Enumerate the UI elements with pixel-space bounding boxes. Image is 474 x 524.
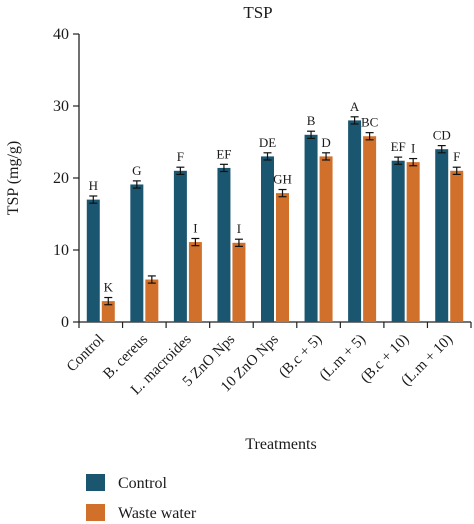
legend-swatch (86, 474, 105, 491)
significance-letter: EF (391, 139, 406, 154)
significance-letter: CD (433, 128, 451, 143)
bar-control (130, 184, 144, 322)
significance-letter: BC (361, 115, 378, 130)
significance-letter: F (453, 149, 460, 164)
bar-control (86, 199, 100, 322)
significance-letter: F (177, 149, 184, 164)
y-tick-label: 40 (53, 26, 69, 43)
bar-control (173, 170, 187, 322)
chart-title: TSP (243, 3, 272, 22)
significance-letter: I (193, 220, 197, 235)
significance-letter: B (307, 113, 316, 128)
bar-control (217, 167, 231, 322)
significance-letter: D (321, 135, 330, 150)
bar-control (435, 149, 449, 322)
legend-label: Waste water (118, 505, 197, 522)
bar-waste-water (406, 162, 420, 322)
legend: Control Waste water (86, 474, 197, 522)
y-tick-label: 30 (53, 98, 69, 115)
bar-waste-water (319, 156, 333, 322)
significance-letter: I (237, 221, 241, 236)
y-tick-label: 0 (61, 314, 69, 331)
significance-letter: I (411, 141, 415, 156)
significance-letter: H (89, 178, 98, 193)
bar-waste-water (188, 242, 202, 322)
significance-letter: A (350, 99, 360, 114)
bar-waste-water (232, 242, 246, 322)
bar-waste-water (363, 136, 377, 322)
bar-waste-water (276, 193, 289, 322)
bar-control (391, 160, 405, 322)
bar-control (304, 134, 318, 322)
bar-control (348, 120, 362, 323)
y-tick-label: 10 (53, 242, 69, 259)
bar-waste-water (101, 301, 115, 322)
significance-letter: EF (216, 146, 231, 161)
x-axis-label: Treatments (245, 436, 316, 453)
y-tick-label: 20 (53, 170, 69, 187)
legend-swatch (86, 504, 105, 521)
bar-waste-water (145, 279, 159, 322)
bar-control (261, 156, 274, 322)
x-tick-label: Control (64, 332, 108, 376)
significance-letter: K (104, 280, 114, 295)
significance-letter: DE (259, 135, 276, 150)
bar-waste-water (450, 170, 464, 322)
significance-letter: GH (273, 172, 292, 187)
legend-label: Control (118, 475, 167, 492)
significance-letter: G (132, 163, 141, 178)
y-axis-label: TSP (mg/g) (5, 141, 22, 216)
